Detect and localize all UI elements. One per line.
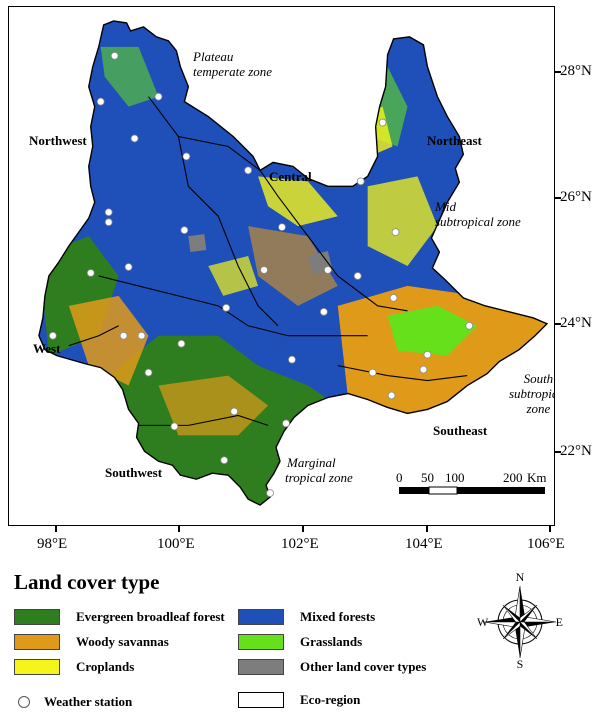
lon-tick (178, 526, 180, 532)
ecoregion-symbol (238, 692, 284, 708)
station-symbol (18, 696, 30, 708)
zone-south-subtropical: South subtropical zone (509, 371, 554, 416)
region-southwest: Southwest (105, 465, 163, 480)
lat-tick (555, 197, 561, 199)
lon-tick (302, 526, 304, 532)
lon-label-100: 100°E (157, 536, 195, 552)
zone-marginal-tropical: Marginal tropical zone (285, 455, 353, 485)
lat-label-28: 28°N (560, 63, 592, 79)
swatch-evergreen (14, 609, 60, 625)
land-cover-map (38, 20, 548, 506)
legend-item-other: Other land cover types (238, 659, 426, 675)
scale-label-200: 200 (503, 470, 523, 485)
compass-s: S (517, 657, 524, 668)
lon-label-104: 104°E (405, 536, 443, 552)
lon-label-98: 98°E (37, 536, 68, 552)
lat-label-26: 26°N (560, 189, 592, 205)
lon-label-106: 106°E (527, 536, 565, 552)
lon-tick (426, 526, 428, 532)
zone-plateau-temperate: Plateau temperate zone (193, 49, 273, 79)
lat-label-24: 24°N (560, 315, 592, 331)
zone-mid-subtropical: Mid subtropical zone (435, 199, 521, 229)
swatch-crop (14, 659, 60, 675)
scale-label-50: 50 (421, 470, 434, 485)
lon-label-102: 102°E (281, 536, 319, 552)
compass-w: W (477, 615, 489, 629)
region-west: West (33, 341, 61, 356)
region-central: Central (269, 169, 312, 184)
compass-rose-icon: N S E W (477, 572, 563, 668)
legend-item-crop: Croplands (14, 659, 134, 675)
lat-tick (555, 71, 561, 73)
eco-region-boundaries (68, 96, 468, 426)
lat-label-22: 22°N (560, 443, 592, 459)
swatch-woody (14, 634, 60, 650)
map-frame: 0 50 100 200 Km Northwest Central Northe… (8, 6, 555, 526)
legend-item-mixed: Mixed forests (238, 609, 375, 625)
region-northwest: Northwest (29, 133, 87, 148)
lat-tick (555, 323, 561, 325)
scale-bar (399, 486, 545, 495)
land-cover-fill (38, 20, 547, 506)
weather-stations (48, 51, 474, 498)
legend-item-station: Weather station (14, 694, 132, 710)
legend-item-evergreen: Evergreen broadleaf forest (14, 609, 225, 625)
legend-item-ecoregion: Eco-region (238, 692, 360, 708)
lon-tick (55, 526, 57, 532)
lat-tick (555, 451, 561, 453)
scale-label-0: 0 (396, 470, 403, 485)
legend-title: Land cover type (14, 570, 160, 594)
region-northeast: Northeast (427, 133, 482, 148)
legend-item-woody: Woody savannas (14, 634, 169, 650)
swatch-other (238, 659, 284, 675)
compass-n: N (516, 572, 525, 584)
swatch-mixed (238, 609, 284, 625)
swatch-grass (238, 634, 284, 650)
lon-tick (549, 526, 551, 532)
compass-e: E (556, 615, 563, 629)
region-southeast: Southeast (433, 423, 488, 438)
legend-item-grass: Grasslands (238, 634, 362, 650)
scale-label-100: 100 (445, 470, 465, 485)
scale-unit: Km (527, 470, 547, 485)
